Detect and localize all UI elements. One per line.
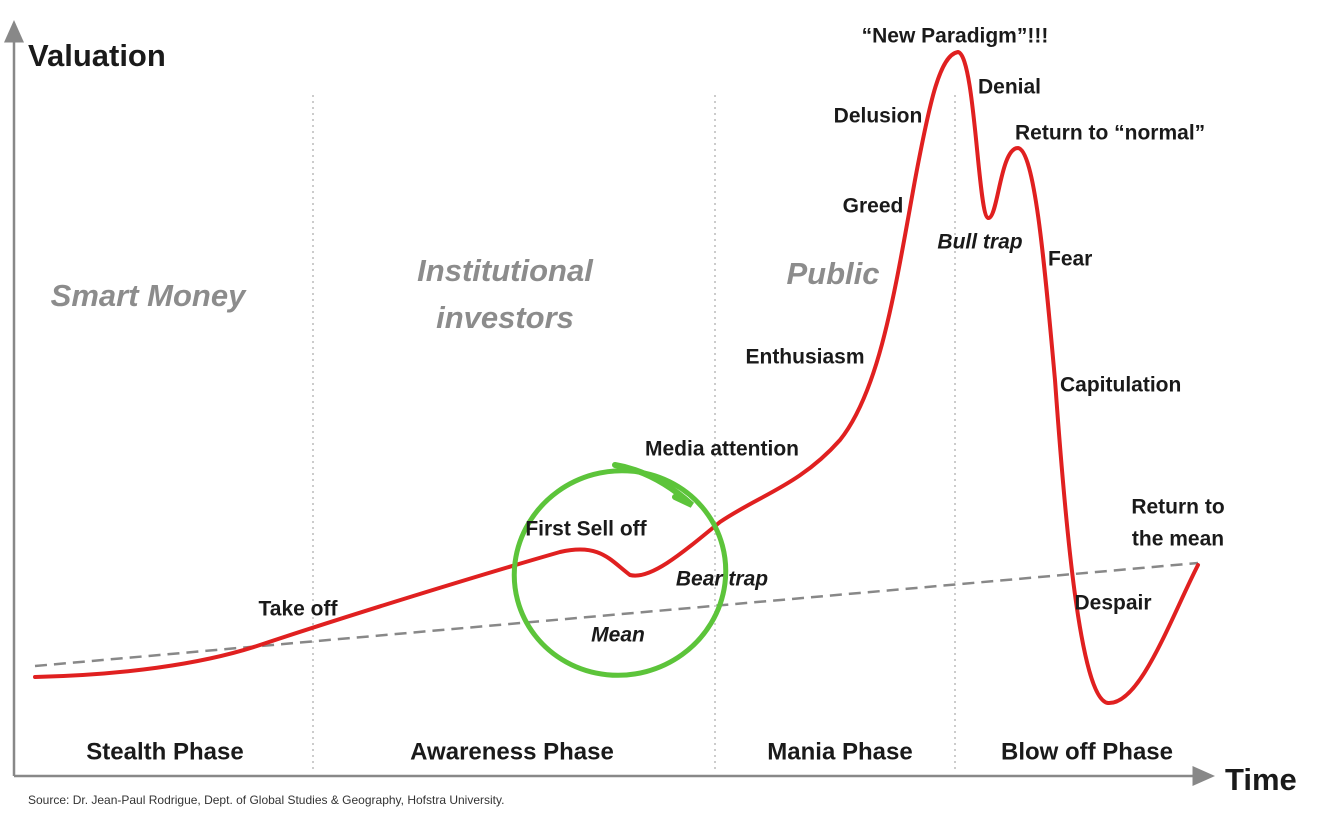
annotation: Mean xyxy=(591,624,645,647)
annotation: Bull trap xyxy=(937,231,1022,254)
annotation: Return to “normal” xyxy=(1015,122,1205,145)
annotation: Delusion xyxy=(834,105,923,128)
annotation: Capitulation xyxy=(1060,374,1181,397)
group-label: Public xyxy=(786,256,879,291)
annotation: Enthusiasm xyxy=(745,346,864,369)
source: Source: Dr. Jean-Paul Rodrigue, Dept. of… xyxy=(28,793,504,807)
valuation-curve xyxy=(33,49,1200,706)
annotation: Denial xyxy=(978,76,1041,99)
group-label: investors xyxy=(436,300,574,335)
annotation: Fear xyxy=(1048,248,1092,271)
annotation: Return to xyxy=(1131,496,1224,519)
phase-label: Blow off Phase xyxy=(1001,738,1173,765)
annotation: Bear trap xyxy=(676,568,768,591)
phase-dividers xyxy=(312,95,956,770)
phase-label: Awareness Phase xyxy=(410,738,614,765)
annotation: Despair xyxy=(1074,592,1151,615)
group-label: Institutional xyxy=(417,253,594,288)
phase-label: Mania Phase xyxy=(767,738,912,765)
annotation: the mean xyxy=(1132,528,1224,551)
x-axis-label: Time xyxy=(1225,762,1297,797)
group-label: Smart Money xyxy=(51,278,247,313)
mean-line xyxy=(34,561,1199,668)
highlight-circle xyxy=(511,468,729,678)
annotation: First Sell off xyxy=(525,518,647,541)
annotation: Take off xyxy=(259,598,339,621)
phase-label: Stealth Phase xyxy=(86,738,243,765)
annotation: “New Paradigm”!!! xyxy=(862,25,1049,48)
highlight-arrow xyxy=(612,462,695,508)
annotation: Greed xyxy=(843,195,904,218)
y-axis-label: Valuation xyxy=(28,38,166,73)
annotation: Media attention xyxy=(645,438,799,461)
